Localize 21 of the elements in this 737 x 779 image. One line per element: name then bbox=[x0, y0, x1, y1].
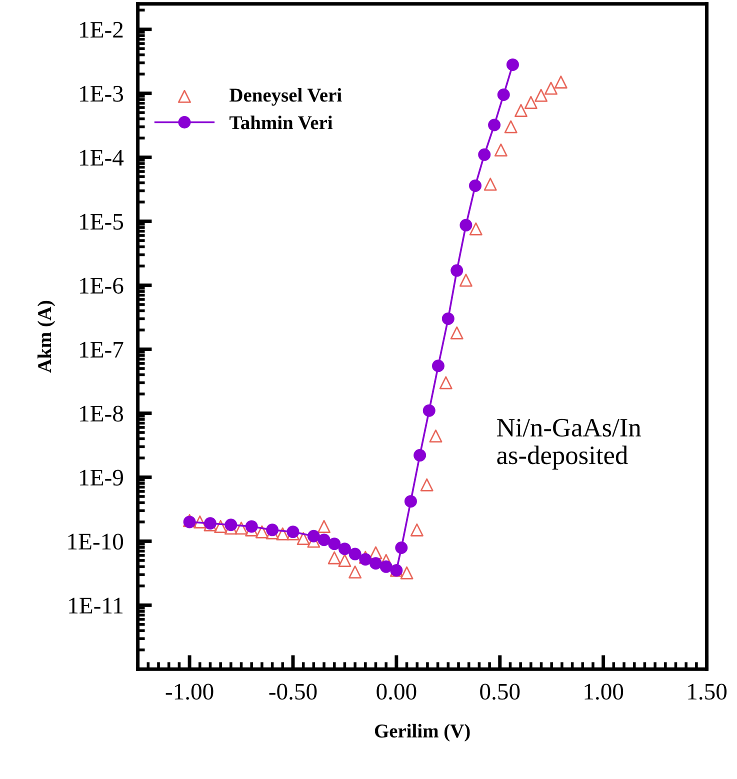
y-tick-label: 1E-3 bbox=[80, 86, 124, 102]
x-tick-label: 1.00 bbox=[584, 684, 624, 700]
y-tick-label: 1E-6 bbox=[80, 278, 124, 294]
legend-label: Deneysel Veri bbox=[230, 88, 342, 106]
y-axis-title: Akm (A) bbox=[37, 300, 56, 373]
y-tick-label: 1E-7 bbox=[80, 342, 124, 358]
y-tick-label: 1E-8 bbox=[80, 406, 124, 422]
y-tick-label: 1E-4 bbox=[80, 150, 124, 166]
y-tick-label: 1E-11 bbox=[69, 598, 123, 614]
x-tick-label: 0.00 bbox=[376, 684, 416, 700]
x-tick-label: -0.50 bbox=[269, 684, 317, 700]
y-tick-label: 1E-9 bbox=[80, 470, 123, 486]
x-tick-label: 0.50 bbox=[480, 684, 520, 700]
annotation: Ni/n-GaAs/In as-deposited bbox=[497, 418, 641, 470]
y-tick-label: 1E-10 bbox=[68, 534, 124, 550]
legend-label: Tahmin Veri bbox=[230, 116, 333, 130]
y-tick-label: 1E-5 bbox=[80, 214, 124, 230]
x-axis-title: Gerilim (V) bbox=[374, 724, 470, 742]
y-tick-label: 1E-2 bbox=[80, 22, 123, 38]
x-tick-label: 1.50 bbox=[688, 684, 727, 700]
x-tick-label: -1.00 bbox=[166, 684, 214, 700]
